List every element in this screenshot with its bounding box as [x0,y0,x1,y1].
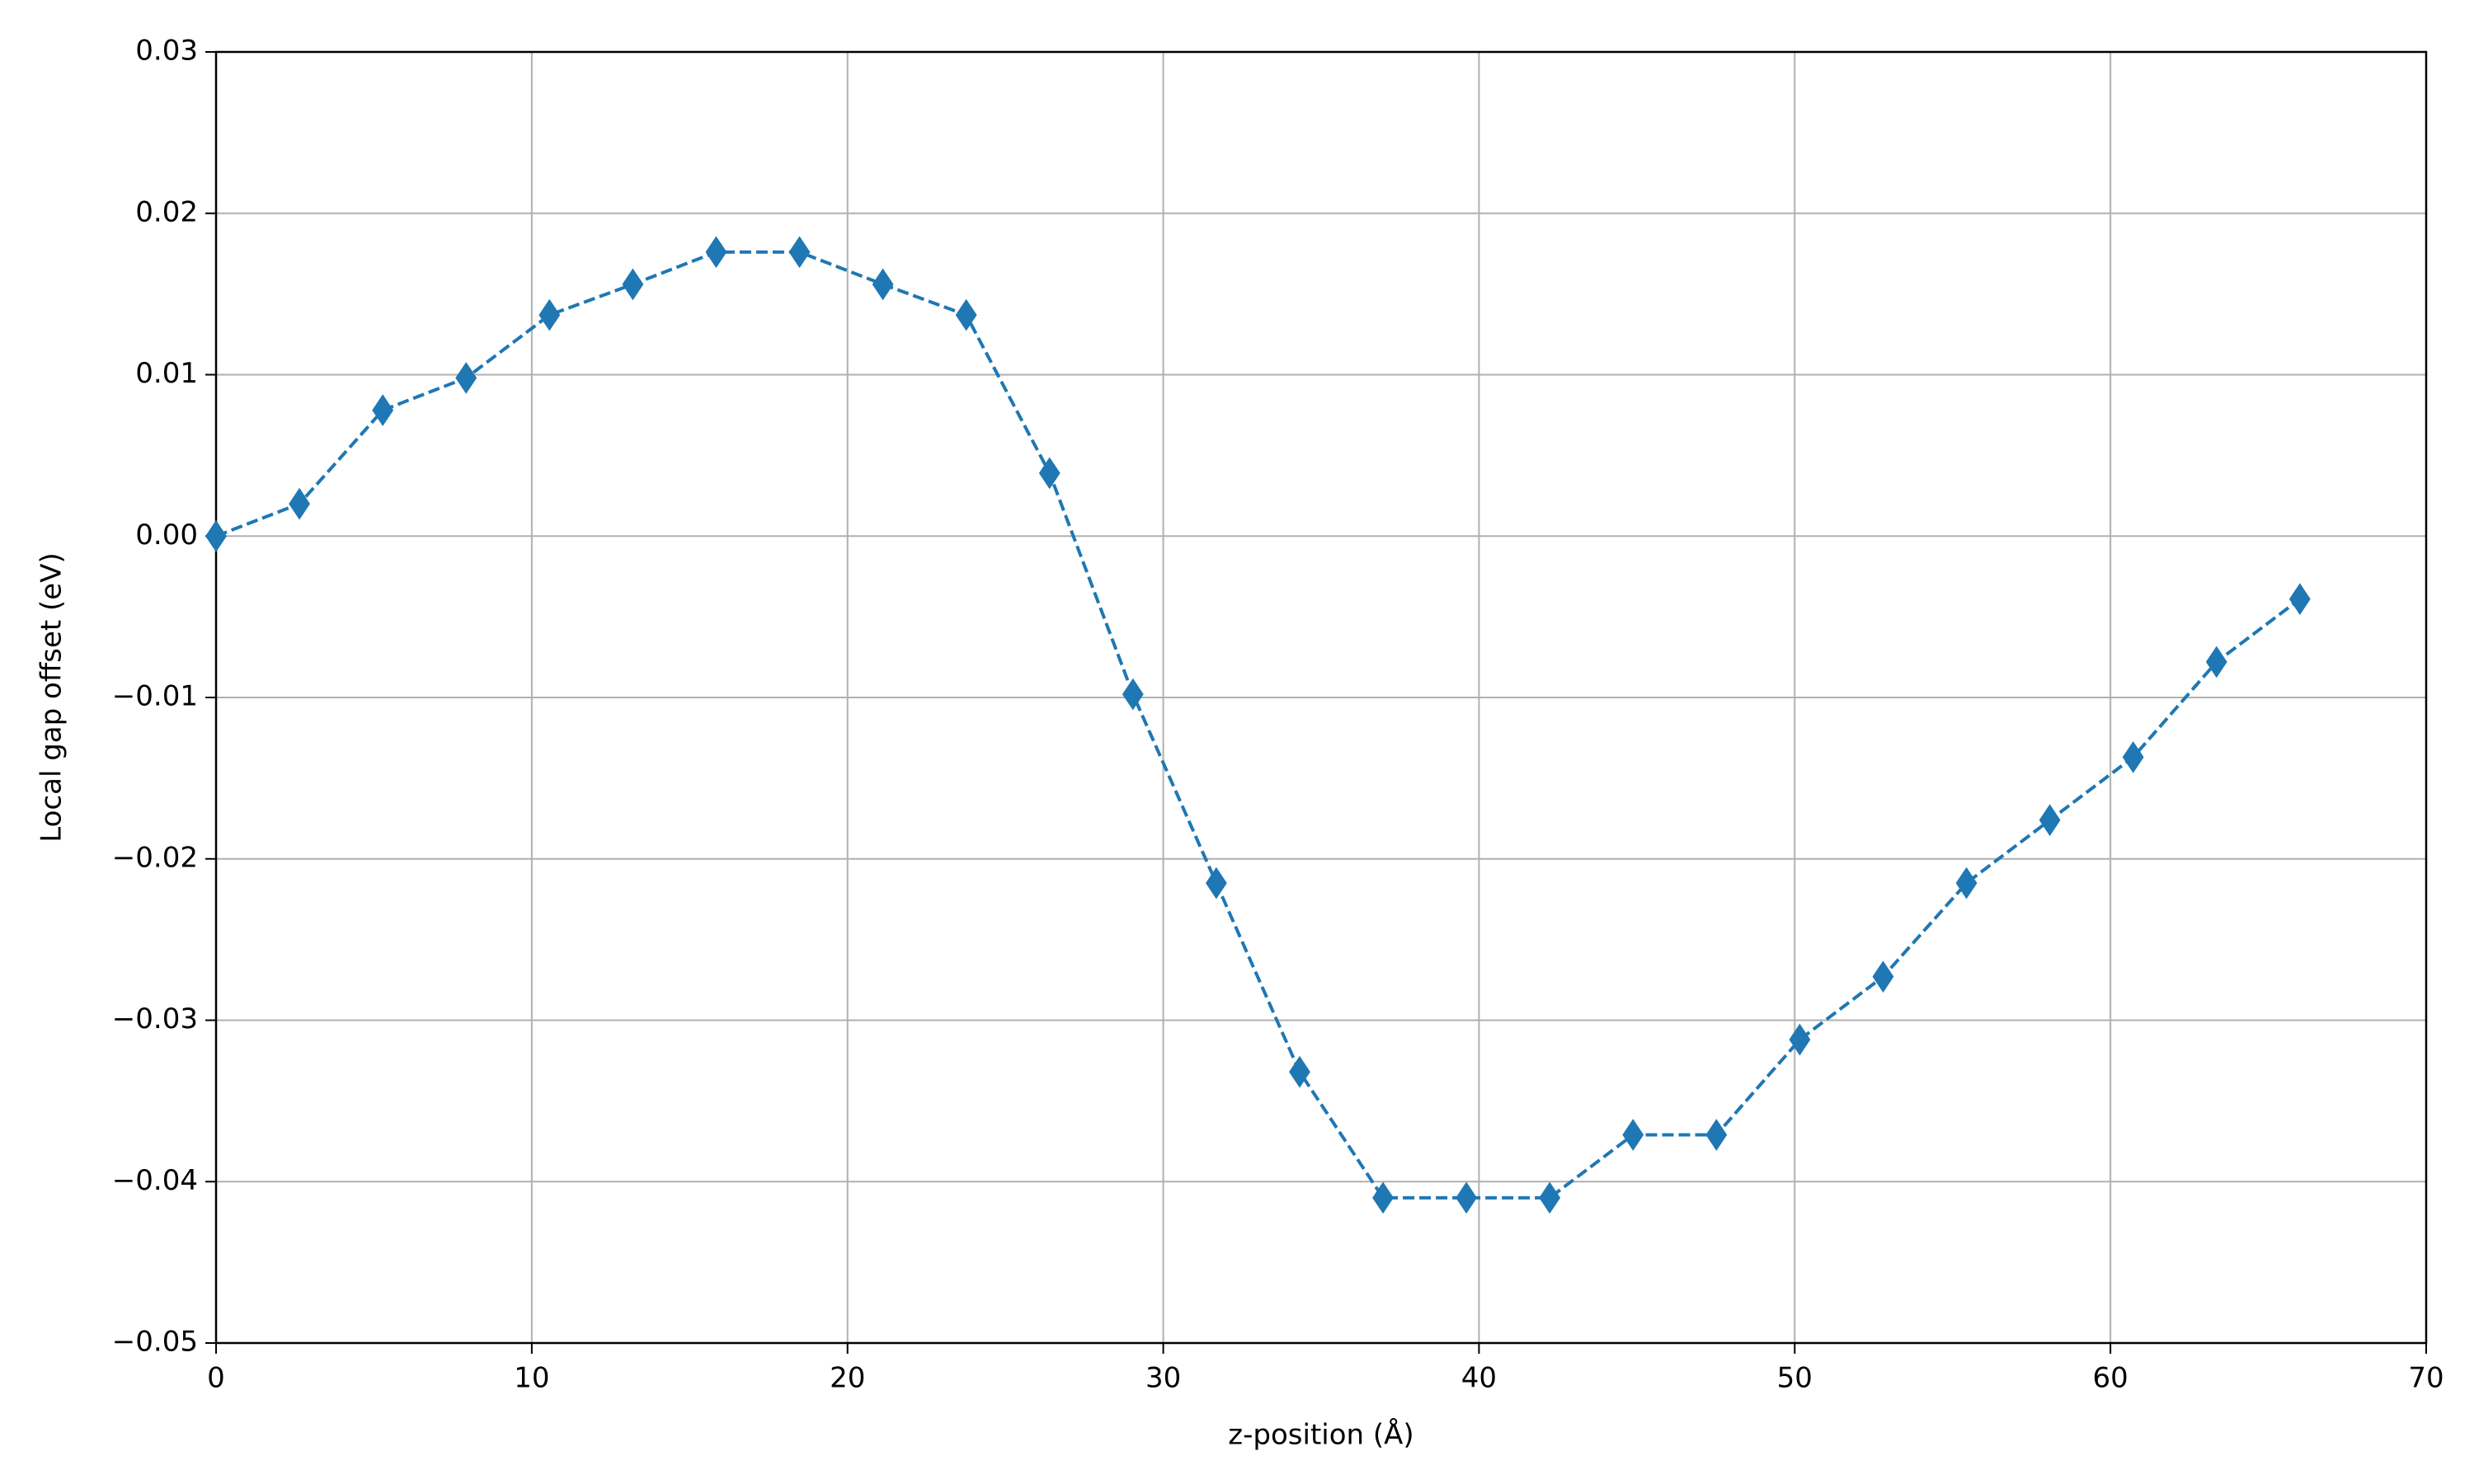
y-tick-label: 0.02 [135,195,198,228]
y-tick-label: −0.01 [112,680,198,713]
marker [1789,1023,1811,1056]
y-tick-label: −0.02 [112,841,198,874]
marker [2039,804,2061,837]
x-axis-label: z-position (Å) [1228,1418,1413,1452]
x-tick-label: 50 [1777,1362,1813,1395]
y-tick-label: 0.03 [135,35,198,68]
x-tick-label: 70 [2408,1362,2443,1395]
x-tick-label: 10 [514,1362,549,1395]
x-tick-label: 60 [2093,1362,2128,1395]
marker [2122,741,2144,773]
marker [622,268,644,301]
marker [1038,457,1061,490]
marker [1955,866,1978,899]
marker [2288,583,2311,615]
y-tick-label: −0.03 [112,1003,198,1036]
marker [372,394,394,426]
y-tick-label: −0.05 [112,1326,198,1359]
x-tick-label: 20 [830,1362,865,1395]
marker [788,236,811,269]
marker [2205,646,2227,679]
marker [872,268,894,301]
marker [1289,1055,1310,1088]
x-tick-label: 30 [1145,1362,1181,1395]
marker [1456,1181,1478,1214]
marker [705,236,727,269]
marker [1705,1119,1728,1151]
y-tick-label: 0.00 [135,519,198,552]
data-line [215,250,2302,1200]
marker [1205,866,1227,899]
x-tick-label: 0 [207,1362,225,1395]
y-axis-label: Local gap offset (eV) [35,552,68,842]
marker [955,298,977,331]
y-tick-label: 0.01 [135,357,198,390]
marker [1872,960,1894,993]
marker [1122,678,1144,711]
marker [289,487,310,520]
marker [455,362,477,394]
marker [1622,1119,1644,1151]
marker [205,519,227,552]
y-tick-label: −0.04 [112,1164,198,1197]
plot-frame [214,50,2428,1345]
marker [1372,1181,1394,1214]
marker [539,298,561,331]
x-tick-label: 40 [1461,1362,1497,1395]
marker [1539,1181,1561,1214]
